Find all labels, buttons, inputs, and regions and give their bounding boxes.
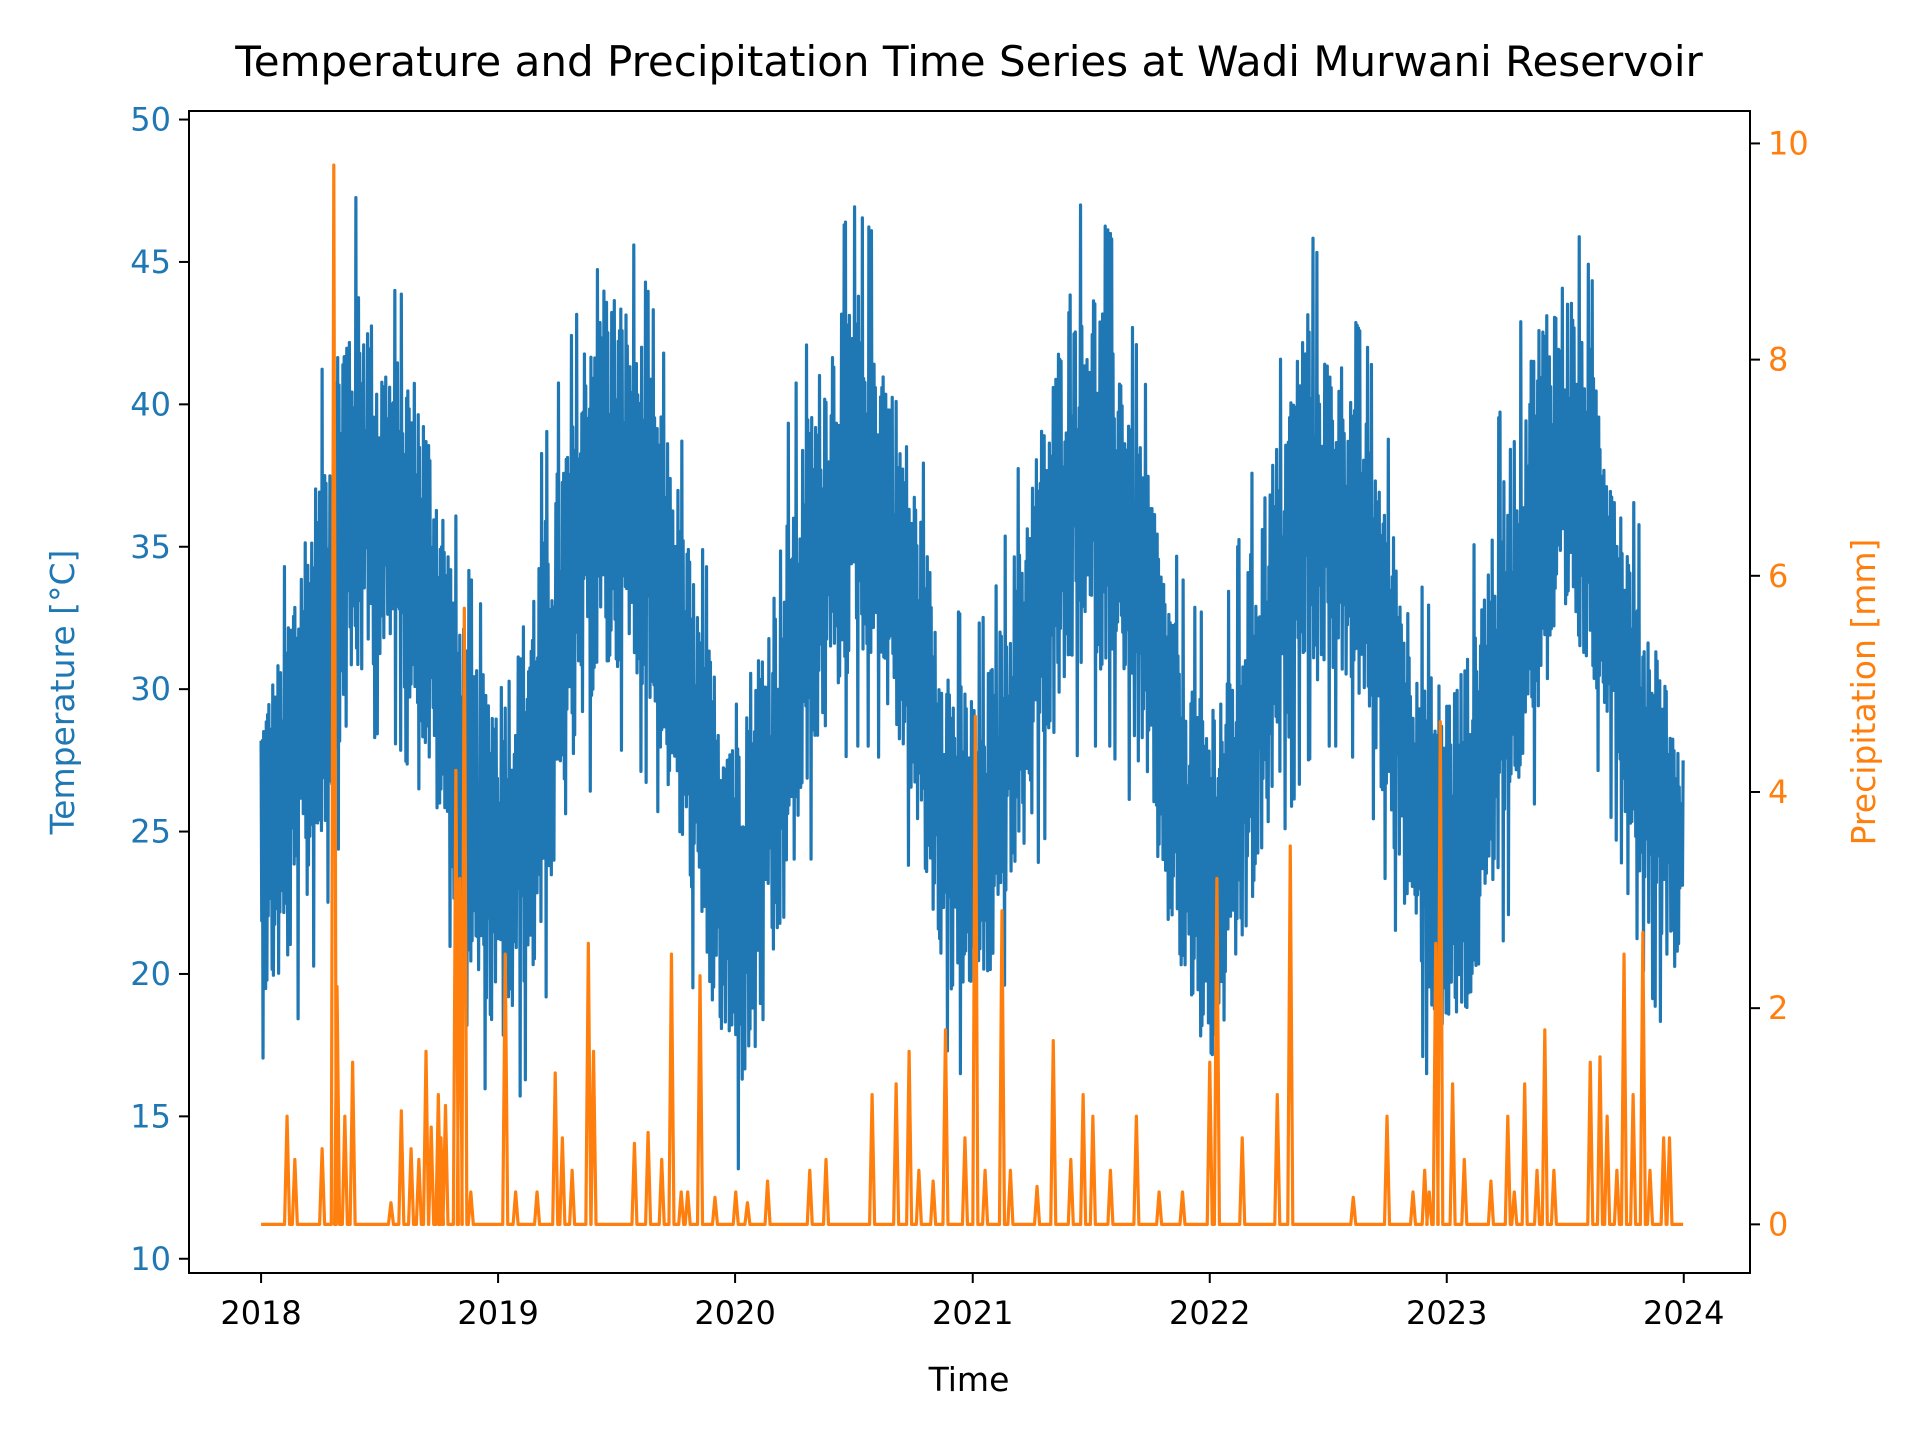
y2-tick-label: 10 xyxy=(1768,124,1809,162)
y-axis-left-label: Temperature [°C] xyxy=(43,550,82,836)
series-layer xyxy=(259,163,1685,1226)
y2-tick-label: 4 xyxy=(1768,773,1788,811)
y-tick-label: 45 xyxy=(130,243,171,281)
y-tick-label: 35 xyxy=(130,528,171,566)
temperature-series-line xyxy=(259,196,1685,1171)
y-tick-label: 50 xyxy=(130,101,171,139)
x-axis: 2018 2019 2020 2021 2022 2023 2024 xyxy=(220,1273,1724,1332)
y-axis-right: 0 2 4 6 8 10 xyxy=(1750,124,1809,1243)
x-tick-label: 2022 xyxy=(1169,1294,1250,1332)
x-tick-label: 2024 xyxy=(1643,1294,1724,1332)
y-tick-label: 20 xyxy=(130,955,171,993)
y-tick-label: 15 xyxy=(130,1097,171,1135)
y-axis-right-label: Precipitation [mm] xyxy=(1844,539,1883,846)
y-tick-label: 40 xyxy=(130,385,171,423)
plot-frame xyxy=(188,110,1751,1274)
x-tick-label: 2019 xyxy=(457,1294,538,1332)
y-tick-label: 10 xyxy=(130,1240,171,1278)
x-tick-label: 2023 xyxy=(1406,1294,1487,1332)
y-tick-label: 25 xyxy=(130,813,171,851)
chart-title: Temperature and Precipitation Time Serie… xyxy=(234,37,1703,86)
y2-tick-label: 8 xyxy=(1768,341,1788,379)
y2-tick-label: 0 xyxy=(1768,1205,1788,1243)
precipitation-series-line xyxy=(261,163,1684,1226)
x-tick-label: 2021 xyxy=(932,1294,1013,1332)
y-axis-left: 10 15 20 25 30 35 40 45 50 xyxy=(130,101,189,1278)
y2-tick-label: 6 xyxy=(1768,557,1788,595)
y2-tick-label: 2 xyxy=(1768,989,1788,1027)
x-tick-label: 2018 xyxy=(220,1294,301,1332)
x-tick-label: 2020 xyxy=(694,1294,775,1332)
y-tick-label: 30 xyxy=(130,670,171,708)
x-axis-label: Time xyxy=(928,1360,1010,1399)
